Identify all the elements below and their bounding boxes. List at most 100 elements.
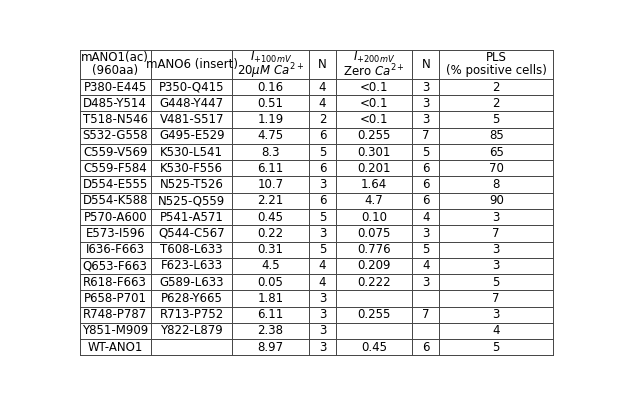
Text: 85: 85	[489, 130, 503, 142]
Text: P380-E445: P380-E445	[84, 81, 147, 93]
Text: 0.45: 0.45	[361, 341, 387, 354]
Text: 0.075: 0.075	[357, 227, 391, 240]
Text: 4: 4	[422, 211, 429, 224]
Text: 1.81: 1.81	[257, 292, 284, 305]
Text: 3: 3	[319, 324, 326, 338]
Text: Zero $Ca^{2+}$: Zero $Ca^{2+}$	[343, 63, 405, 79]
Text: 7: 7	[422, 130, 429, 142]
Text: 6: 6	[318, 194, 326, 207]
Text: 3: 3	[492, 259, 500, 272]
Text: 4: 4	[318, 81, 326, 93]
Text: 6: 6	[318, 130, 326, 142]
Text: 3: 3	[422, 81, 429, 93]
Text: 5: 5	[422, 243, 429, 256]
Text: N: N	[421, 58, 430, 71]
Text: 0.05: 0.05	[258, 275, 284, 289]
Text: 6.11: 6.11	[257, 162, 284, 175]
Text: 2.21: 2.21	[257, 194, 284, 207]
Text: 0.10: 0.10	[361, 211, 387, 224]
Text: (% positive cells): (% positive cells)	[445, 64, 547, 77]
Text: 3: 3	[492, 211, 500, 224]
Text: 3: 3	[492, 243, 500, 256]
Text: G589-L633: G589-L633	[159, 275, 224, 289]
Text: 0.51: 0.51	[258, 97, 284, 110]
Text: 5: 5	[319, 146, 326, 159]
Text: 2: 2	[492, 81, 500, 93]
Text: 0.255: 0.255	[357, 130, 391, 142]
Text: R713-P752: R713-P752	[160, 308, 224, 321]
Text: F623-L633: F623-L633	[160, 259, 223, 272]
Text: 6.11: 6.11	[257, 308, 284, 321]
Text: Y822-L879: Y822-L879	[160, 324, 223, 338]
Text: 3: 3	[319, 292, 326, 305]
Text: 4.7: 4.7	[365, 194, 384, 207]
Text: 1.64: 1.64	[361, 178, 387, 191]
Text: 3: 3	[422, 275, 429, 289]
Text: 5: 5	[422, 146, 429, 159]
Text: 3: 3	[422, 227, 429, 240]
Text: K530-F556: K530-F556	[160, 162, 223, 175]
Text: $I_{+200mV}$: $I_{+200mV}$	[353, 50, 395, 65]
Text: 2: 2	[492, 97, 500, 110]
Text: P350-Q415: P350-Q415	[159, 81, 225, 93]
Text: 3: 3	[319, 341, 326, 354]
Text: N: N	[318, 58, 327, 71]
Text: (960aa): (960aa)	[92, 64, 138, 77]
Text: 3: 3	[492, 308, 500, 321]
Text: 6: 6	[422, 162, 429, 175]
Text: 90: 90	[489, 194, 503, 207]
Text: 10.7: 10.7	[257, 178, 284, 191]
Text: 0.16: 0.16	[257, 81, 284, 93]
Text: Q653-F663: Q653-F663	[83, 259, 147, 272]
Text: V481-S517: V481-S517	[159, 113, 224, 126]
Text: WT-ANO1: WT-ANO1	[88, 341, 143, 354]
Text: 5: 5	[319, 243, 326, 256]
Text: 3: 3	[319, 227, 326, 240]
Text: 7: 7	[422, 308, 429, 321]
Text: 0.31: 0.31	[258, 243, 284, 256]
Text: mANO6 (insert): mANO6 (insert)	[146, 58, 238, 71]
Text: 4: 4	[318, 259, 326, 272]
Text: Y851-M909: Y851-M909	[82, 324, 149, 338]
Text: 7: 7	[492, 227, 500, 240]
Text: N525-T526: N525-T526	[160, 178, 223, 191]
Text: 0.201: 0.201	[357, 162, 391, 175]
Text: <0.1: <0.1	[360, 81, 389, 93]
Text: 5: 5	[492, 113, 500, 126]
Text: 3: 3	[422, 97, 429, 110]
Text: 6: 6	[318, 162, 326, 175]
Text: 5: 5	[319, 211, 326, 224]
Text: <0.1: <0.1	[360, 97, 389, 110]
Text: N525-Q559: N525-Q559	[158, 194, 225, 207]
Text: 5: 5	[492, 341, 500, 354]
Text: 70: 70	[489, 162, 503, 175]
Text: P570-A600: P570-A600	[83, 211, 147, 224]
Text: C559-V569: C559-V569	[83, 146, 147, 159]
Text: P628-Y665: P628-Y665	[161, 292, 223, 305]
Text: I636-F663: I636-F663	[86, 243, 145, 256]
Text: 0.255: 0.255	[357, 308, 391, 321]
Text: 4: 4	[318, 275, 326, 289]
Text: 0.776: 0.776	[357, 243, 391, 256]
Text: K530-L541: K530-L541	[160, 146, 223, 159]
Text: R618-F663: R618-F663	[83, 275, 147, 289]
Text: 65: 65	[489, 146, 503, 159]
Text: Q544-C567: Q544-C567	[159, 227, 225, 240]
Text: 8: 8	[492, 178, 500, 191]
Text: 6: 6	[422, 194, 429, 207]
Text: D554-K588: D554-K588	[83, 194, 148, 207]
Text: 0.22: 0.22	[257, 227, 284, 240]
Text: 5: 5	[492, 275, 500, 289]
Text: 4: 4	[492, 324, 500, 338]
Text: PLS: PLS	[486, 51, 507, 64]
Text: D485-Y514: D485-Y514	[83, 97, 147, 110]
Text: $I_{+100mV}$: $I_{+100mV}$	[249, 50, 292, 65]
Text: 2: 2	[318, 113, 326, 126]
Text: P541-A571: P541-A571	[160, 211, 223, 224]
Text: C559-F584: C559-F584	[83, 162, 147, 175]
Text: 7: 7	[492, 292, 500, 305]
Text: 0.209: 0.209	[357, 259, 391, 272]
Text: 3: 3	[422, 113, 429, 126]
Text: 0.45: 0.45	[258, 211, 284, 224]
Text: 3: 3	[319, 178, 326, 191]
